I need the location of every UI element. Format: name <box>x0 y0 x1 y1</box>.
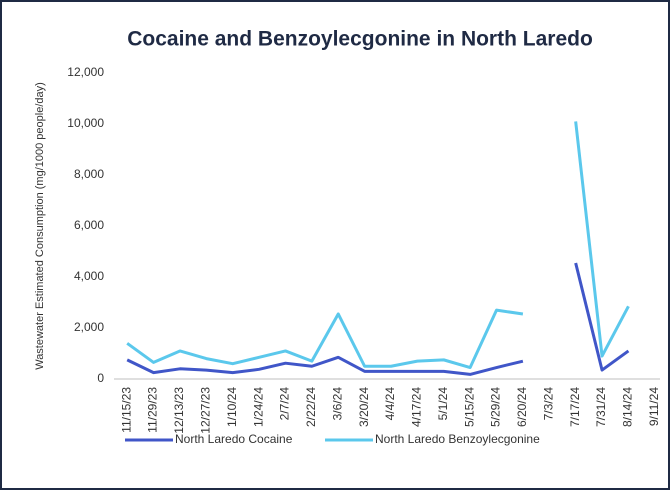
x-tick-label: 12/13/23 <box>172 387 186 434</box>
y-tick-label: 4,000 <box>74 269 104 283</box>
x-tick-label: 2/22/24 <box>304 387 318 427</box>
x-tick-label: 9/11/24 <box>647 387 661 426</box>
x-tick-label: 1/10/24 <box>225 387 239 427</box>
x-tick-label: 3/20/24 <box>357 387 371 427</box>
y-tick-label: 12,000 <box>67 65 104 79</box>
x-tick-label: 11/29/23 <box>146 387 160 433</box>
line <box>126 121 630 370</box>
x-tick-label: 6/20/24 <box>515 387 529 427</box>
x-tick-label: 8/14/24 <box>621 387 635 427</box>
chart-title: Cocaine and Benzoylecgonine in North Lar… <box>127 28 593 51</box>
y-tick-label: 6,000 <box>74 218 104 232</box>
x-tick-label: 5/15/24 <box>462 387 476 427</box>
y-tick-label: 0 <box>97 371 104 385</box>
x-tick-label: 5/29/24 <box>489 387 503 427</box>
x-tick-label: 4/17/24 <box>410 387 424 427</box>
x-tick-label: 5/1/24 <box>436 387 450 421</box>
legend-label: North Laredo Benzoylecgonine <box>375 432 540 446</box>
y-axis-label: Wastewater Estimated Consumption (mg/100… <box>34 82 46 370</box>
x-tick-label: 12/27/23 <box>199 387 213 434</box>
x-tick-label: 7/31/24 <box>594 387 608 427</box>
line <box>126 262 630 376</box>
x-tick-label: 7/17/24 <box>568 387 582 427</box>
x-tick-label: 3/6/24 <box>330 387 344 421</box>
y-tick-label: 8,000 <box>74 167 104 181</box>
legend-label: North Laredo Cocaine <box>175 432 293 446</box>
x-tick-label: 4/4/24 <box>383 387 397 421</box>
x-tick-label: 2/7/24 <box>278 387 292 421</box>
x-tick-label: 7/3/24 <box>541 387 555 421</box>
x-tick-label: 11/15/23 <box>119 387 133 433</box>
x-tick-label: 1/24/24 <box>251 387 265 427</box>
y-tick-label: 10,000 <box>67 116 104 130</box>
y-tick-label: 2,000 <box>74 320 104 334</box>
